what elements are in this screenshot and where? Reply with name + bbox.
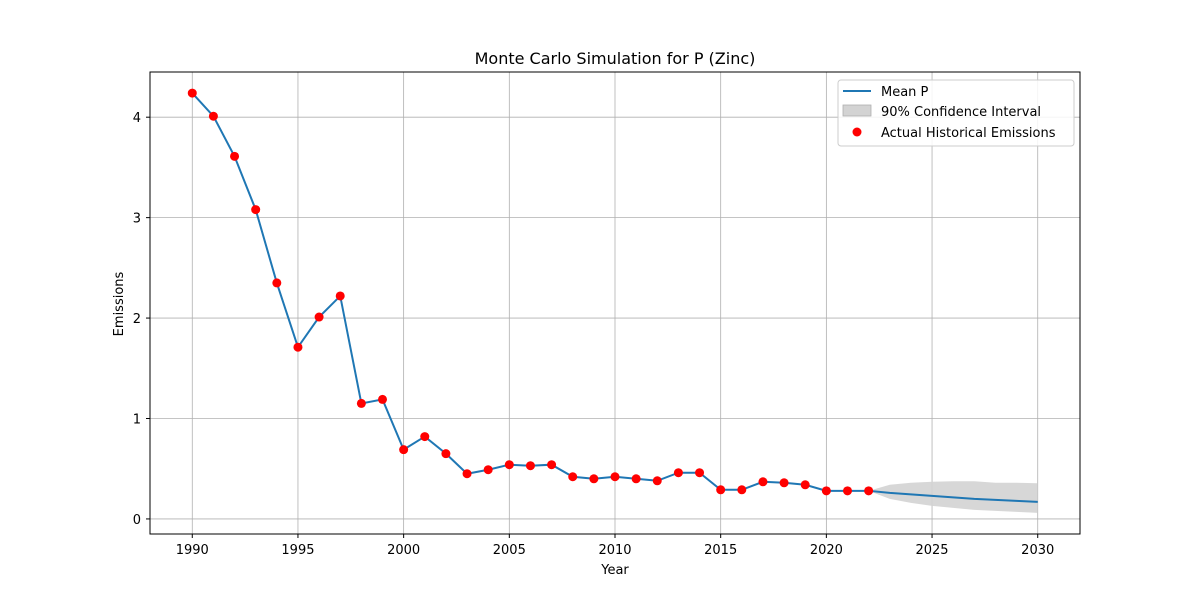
y-tick-label: 3 — [133, 212, 141, 227]
actual-point — [843, 486, 852, 496]
actual-point — [314, 312, 324, 322]
x-tick-label: 1990 — [176, 543, 209, 558]
actual-point — [716, 485, 726, 495]
actual-point — [673, 468, 683, 478]
actual-points — [187, 88, 874, 496]
actual-point — [737, 485, 747, 495]
grid — [150, 72, 1080, 534]
legend-label-mean: Mean P — [881, 85, 929, 100]
actual-point — [821, 486, 831, 496]
x-tick-label: 2015 — [704, 543, 737, 558]
actual-point — [504, 460, 514, 470]
legend-label-band: 90% Confidence Interval — [881, 105, 1041, 120]
actual-point — [420, 432, 430, 442]
actual-point — [568, 472, 578, 482]
actual-point — [631, 474, 641, 484]
actual-point — [272, 278, 282, 288]
actual-point — [610, 472, 620, 482]
actual-point — [589, 474, 599, 484]
actual-point — [483, 465, 493, 475]
actual-point — [399, 445, 409, 455]
x-axis-title: Year — [600, 563, 629, 578]
y-tick-label: 4 — [133, 111, 141, 126]
legend-frame — [837, 79, 1075, 147]
x-tick-label: 2025 — [915, 543, 948, 558]
actual-point — [187, 88, 197, 98]
legend-swatch-actual — [852, 127, 862, 137]
actual-point — [525, 461, 535, 471]
chart-title: Monte Carlo Simulation for P (Zinc) — [475, 49, 756, 68]
x-tick-label: 2010 — [598, 543, 631, 558]
legend-label-actual: Actual Historical Emissions — [881, 126, 1056, 141]
y-tick-label: 1 — [133, 413, 141, 428]
actual-point — [779, 478, 789, 488]
actual-point — [335, 291, 345, 301]
actual-point — [547, 460, 557, 470]
x-tick-label: 2020 — [810, 543, 843, 558]
actual-point — [378, 394, 387, 404]
x-axis: 1990 1995 2000 2005 2010 2015 2020 2025 2030 — [176, 534, 1054, 558]
actual-point — [652, 476, 662, 486]
x-tick-label: 2000 — [387, 543, 420, 558]
y-axis-title: Emissions — [112, 271, 127, 336]
actual-point — [356, 398, 366, 408]
legend: Mean P 90% Confidence Interval Actual Hi… — [837, 79, 1075, 147]
actual-point — [293, 342, 303, 352]
y-axis: 0 1 2 3 4 — [133, 111, 150, 528]
actual-point — [864, 486, 874, 496]
actual-point — [251, 205, 261, 215]
x-tick-label: 2030 — [1021, 543, 1054, 558]
actual-point — [462, 469, 472, 479]
x-tick-label: 1995 — [281, 543, 314, 558]
actual-point — [800, 480, 810, 490]
actual-point — [695, 468, 705, 478]
y-tick-label: 0 — [133, 513, 141, 528]
actual-point — [230, 151, 240, 161]
legend-swatch-band — [842, 104, 872, 117]
x-tick-label: 2005 — [493, 543, 526, 558]
actual-point — [758, 477, 768, 487]
y-tick-label: 2 — [133, 312, 141, 327]
actual-point — [441, 449, 451, 459]
actual-point — [208, 111, 218, 121]
